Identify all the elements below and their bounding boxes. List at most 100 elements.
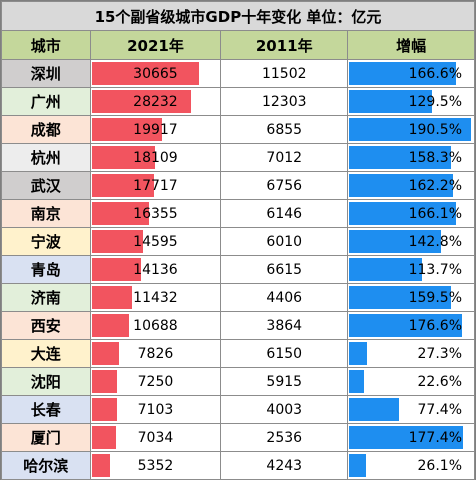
- gdp-2021-bar: [91, 230, 143, 253]
- city-cell: 长春: [1, 395, 91, 424]
- gdp-2021-bar: [91, 370, 118, 393]
- growth-value: 177.4%: [408, 429, 462, 446]
- growth-value: 162.2%: [408, 177, 462, 194]
- growth-cell: 190.5%: [347, 115, 475, 144]
- city-cell: 杭州: [1, 143, 91, 172]
- gdp-2021-value: 7034: [137, 429, 174, 446]
- gdp-2021-value: 10688: [133, 317, 178, 334]
- growth-bar: [349, 174, 454, 197]
- gdp-2021-cell: 7826: [89, 339, 222, 368]
- table-row: 宁波 14595 6010 142.8%: [1, 227, 475, 256]
- city-cell: 深圳: [1, 59, 91, 88]
- table-title: 15个副省级城市GDP十年变化 单位：亿元: [1, 1, 475, 31]
- growth-bar: [349, 342, 367, 365]
- gdp-2011-cell: 6615: [220, 255, 349, 284]
- gdp-2021-bar: [91, 174, 154, 197]
- gdp-2021-value: 16355: [133, 205, 178, 222]
- growth-value: 77.4%: [417, 401, 462, 418]
- growth-value: 190.5%: [408, 121, 462, 138]
- growth-cell: 162.2%: [347, 171, 475, 200]
- growth-cell: 77.4%: [347, 395, 475, 424]
- gdp-2021-bar: [91, 342, 120, 365]
- gdp-2021-cell: 28232: [89, 87, 222, 116]
- gdp-2021-bar: [91, 146, 156, 169]
- gdp-2011-cell: 6756: [220, 171, 349, 200]
- growth-cell: 159.5%: [347, 283, 475, 312]
- gdp-2011-cell: 2536: [220, 423, 349, 452]
- gdp-2021-cell: 7103: [89, 395, 222, 424]
- growth-bar: [349, 314, 463, 337]
- gdp-2011-cell: 7012: [220, 143, 349, 172]
- gdp-2011-cell: 3864: [220, 311, 349, 340]
- gdp-2021-bar: [91, 118, 162, 141]
- growth-value: 113.7%: [408, 261, 462, 278]
- table-row: 哈尔滨 5352 4243 26.1%: [1, 451, 475, 480]
- header-2021: 2021年: [89, 30, 222, 60]
- table-row: 成都 19917 6855 190.5%: [1, 115, 475, 144]
- table-row: 武汉 17717 6756 162.2%: [1, 171, 475, 200]
- gdp-2021-bar: [91, 398, 117, 421]
- city-cell: 广州: [1, 87, 91, 116]
- gdp-2011-cell: 6010: [220, 227, 349, 256]
- growth-value: 176.6%: [408, 317, 462, 334]
- gdp-2021-value: 7103: [137, 401, 174, 418]
- growth-bar: [349, 62, 456, 85]
- city-cell: 青岛: [1, 255, 91, 284]
- table-row: 杭州 18109 7012 158.3%: [1, 143, 475, 172]
- gdp-2021-bar: [91, 90, 191, 113]
- header-city: 城市: [1, 30, 91, 60]
- gdp-2021-bar: [91, 454, 111, 477]
- gdp-2021-value: 17717: [133, 177, 178, 194]
- gdp-2021-cell: 30665: [89, 59, 222, 88]
- gdp-2021-bar: [91, 258, 142, 281]
- gdp-2021-bar: [91, 426, 117, 449]
- table-row: 济南 11432 4406 159.5%: [1, 283, 475, 312]
- gdp-2021-value: 28232: [133, 93, 178, 110]
- table-row: 沈阳 7250 5915 22.6%: [1, 367, 475, 396]
- growth-bar: [349, 118, 472, 141]
- gdp-2021-value: 11432: [133, 289, 178, 306]
- growth-bar: [349, 370, 364, 393]
- table-row: 厦门 7034 2536 177.4%: [1, 423, 475, 452]
- growth-cell: 158.3%: [347, 143, 475, 172]
- gdp-2011-cell: 6146: [220, 199, 349, 228]
- growth-cell: 113.7%: [347, 255, 475, 284]
- gdp-2021-value: 14136: [133, 261, 178, 278]
- gdp-2021-cell: 5352: [89, 451, 222, 480]
- growth-bar: [349, 90, 433, 113]
- gdp-2021-cell: 7250: [89, 367, 222, 396]
- table-row: 大连 7826 6150 27.3%: [1, 339, 475, 368]
- gdp-2021-cell: 10688: [89, 311, 222, 340]
- gdp-2011-cell: 12303: [220, 87, 349, 116]
- city-cell: 西安: [1, 311, 91, 340]
- gdp-2021-value: 30665: [133, 65, 178, 82]
- gdp-2021-value: 7250: [137, 373, 174, 390]
- table-row: 南京 16355 6146 166.1%: [1, 199, 475, 228]
- gdp-2011-cell: 5915: [220, 367, 349, 396]
- header-2011: 2011年: [220, 30, 349, 60]
- growth-cell: 166.1%: [347, 199, 475, 228]
- growth-value: 129.5%: [408, 93, 462, 110]
- gdp-2011-cell: 4003: [220, 395, 349, 424]
- gdp-2021-bar: [91, 202, 149, 225]
- gdp-2021-value: 7826: [137, 345, 174, 362]
- growth-cell: 166.6%: [347, 59, 475, 88]
- gdp-2011-cell: 6150: [220, 339, 349, 368]
- city-cell: 济南: [1, 283, 91, 312]
- gdp-2021-value: 14595: [133, 233, 178, 250]
- city-cell: 大连: [1, 339, 91, 368]
- growth-value: 158.3%: [408, 149, 462, 166]
- growth-cell: 22.6%: [347, 367, 475, 396]
- city-cell: 沈阳: [1, 367, 91, 396]
- growth-bar: [349, 286, 452, 309]
- city-cell: 成都: [1, 115, 91, 144]
- header-growth: 增幅: [347, 30, 475, 60]
- gdp-2011-cell: 4243: [220, 451, 349, 480]
- gdp-2021-bar: [91, 286, 132, 309]
- gdp-2021-bar: [91, 314, 130, 337]
- table-row: 深圳 30665 11502 166.6%: [1, 59, 475, 88]
- table-row: 长春 7103 4003 77.4%: [1, 395, 475, 424]
- city-cell: 武汉: [1, 171, 91, 200]
